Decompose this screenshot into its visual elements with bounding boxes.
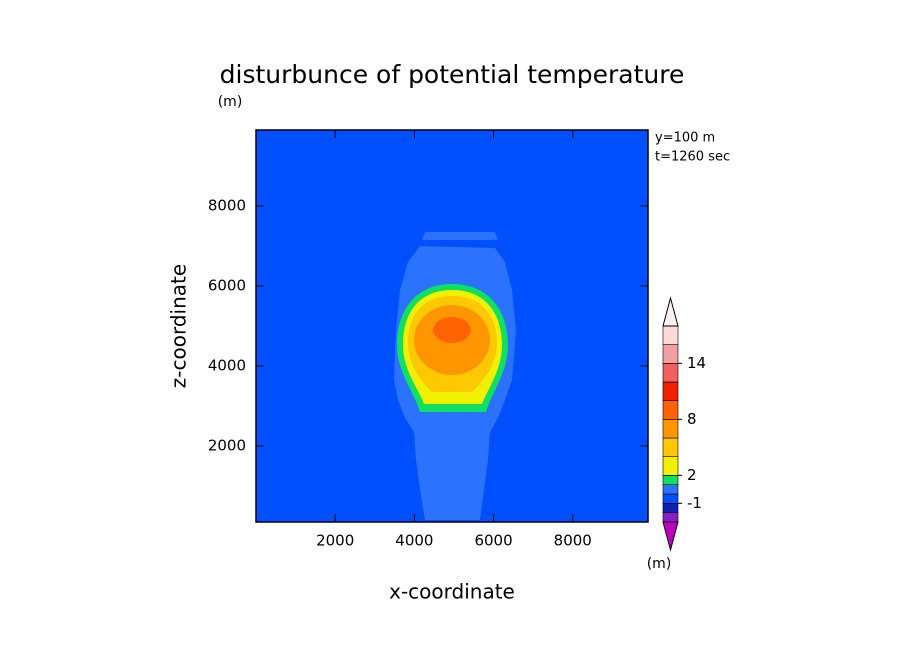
colorbar-box xyxy=(662,475,679,485)
colorbar-tick-label: 2 xyxy=(687,466,697,484)
annotation: t=1260 sec xyxy=(655,150,730,165)
x-tick-label: 8000 xyxy=(554,532,592,550)
colorbar-box xyxy=(662,381,679,401)
colorbar-box xyxy=(662,363,679,383)
colorbar-tick-label: -1 xyxy=(687,494,702,512)
colorbar-box xyxy=(662,344,679,364)
contour-region xyxy=(433,317,471,343)
colorbar-box xyxy=(662,456,679,476)
y-tick-label: 6000 xyxy=(208,277,246,295)
x-tick-label: 6000 xyxy=(474,532,512,550)
y-axis-label: z-coordinate xyxy=(167,264,191,388)
title-unit: (m) xyxy=(218,94,243,110)
y-tick-label: 4000 xyxy=(208,357,246,375)
x-tick-label: 2000 xyxy=(316,532,354,550)
colorbar-box xyxy=(662,419,679,439)
y-tick-label: 2000 xyxy=(208,437,246,455)
colorbar-tick-label: 14 xyxy=(687,354,706,372)
colorbar-box xyxy=(662,503,679,513)
colorbar-box xyxy=(662,400,679,420)
colorbar-box xyxy=(662,512,679,523)
colorbar-box xyxy=(662,437,679,457)
contour-field xyxy=(256,130,648,522)
plot-frame xyxy=(255,129,649,523)
x-axis-label: x-coordinate xyxy=(389,580,515,604)
colorbar-box xyxy=(662,493,679,504)
colorbar-tick-label: 8 xyxy=(687,410,697,428)
colorbar-unit: (m) xyxy=(647,556,672,572)
colorbar-box xyxy=(662,325,679,345)
colorbar-extend-high xyxy=(662,296,679,327)
x-tick-label: 4000 xyxy=(395,532,433,550)
chart-title: disturbunce of potential temperature xyxy=(220,60,685,89)
colorbar-box xyxy=(662,484,679,495)
colorbar-extend-low xyxy=(662,521,679,552)
annotation: y=100 m xyxy=(655,131,715,146)
y-tick-label: 8000 xyxy=(208,197,246,215)
